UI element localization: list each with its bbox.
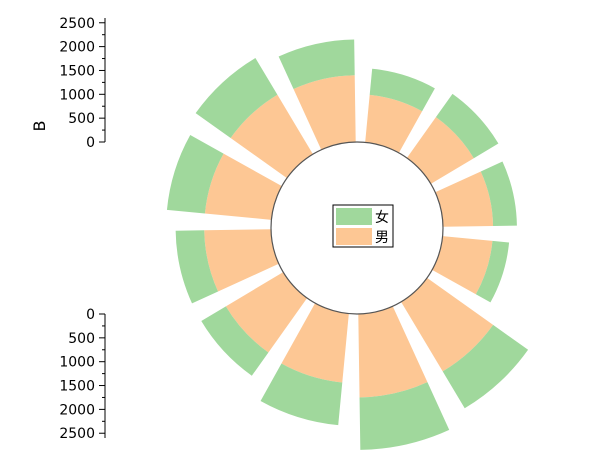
legend-label-female: 女 (375, 209, 389, 226)
y-tick-label: 500 (68, 111, 95, 127)
bar-female-10 (166, 135, 224, 214)
bar-male-11 (230, 94, 313, 179)
y-tick-label: 1500 (59, 63, 95, 79)
bar-female-9 (175, 230, 219, 304)
bar-female-4 (475, 240, 510, 303)
bar-male-2 (406, 117, 474, 184)
bar-female-12 (278, 39, 355, 90)
legend: 女 男 (332, 204, 394, 248)
y-tick-label: 0 (86, 307, 95, 323)
bar-female-3 (480, 161, 517, 226)
bar-male-7 (281, 303, 349, 383)
y-tick-label: 0 (86, 135, 95, 151)
y-axis-label: B (30, 121, 49, 132)
bar-female-2 (435, 93, 499, 159)
y-tick-label: 1000 (59, 355, 95, 371)
bar-female-11 (195, 57, 278, 139)
y-tick-label: 2000 (59, 402, 95, 418)
bar-female-8 (201, 306, 269, 376)
bar-male-3 (435, 171, 494, 227)
legend-label-male: 男 (375, 230, 389, 246)
y-axis-bottom: 0 500 1000 1500 2000 2500 (59, 307, 106, 442)
y-tick-label: 1500 (59, 379, 95, 395)
y-tick-label: 2500 (59, 426, 95, 442)
bar-female-6 (359, 382, 450, 450)
bar-male-4 (432, 236, 493, 295)
bar-female-1 (369, 68, 435, 112)
bar-female-7 (260, 363, 343, 426)
legend-swatch-female (336, 208, 372, 225)
y-axis-top: 0 500 1000 1500 2000 2500 (59, 16, 106, 151)
y-tick-label: 500 (68, 331, 95, 347)
bar-female-5 (442, 324, 529, 409)
bar-male-9 (204, 229, 279, 292)
bar-male-8 (225, 272, 308, 353)
bar-male-5 (401, 277, 494, 372)
legend-swatch-male (336, 228, 372, 245)
bars-group (166, 39, 529, 450)
bar-male-12 (293, 75, 356, 150)
y-tick-label: 2500 (59, 16, 95, 32)
y-tick-label: 2000 (59, 40, 95, 56)
bar-male-10 (204, 153, 282, 220)
bar-male-6 (358, 306, 428, 398)
bar-male-1 (365, 94, 423, 153)
y-tick-label: 1000 (59, 87, 95, 103)
